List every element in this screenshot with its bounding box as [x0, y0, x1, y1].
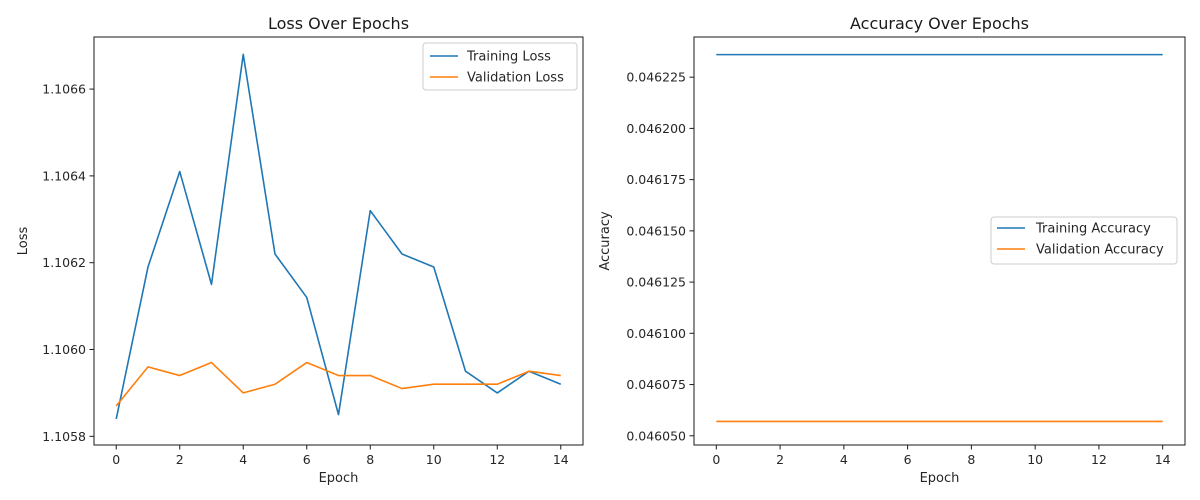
accuracy-chart-legend: Training Accuracy Validation Accuracy: [990, 216, 1178, 265]
accuracy-y-tick-label: 0.046075: [626, 377, 686, 392]
loss-chart-y-axis-label: Loss: [16, 227, 31, 256]
accuracy-chart-x-axis-label: Epoch: [920, 471, 960, 486]
loss-y-tick-label: 1.1058: [42, 429, 86, 444]
loss-chart-x-axis-label: Epoch: [319, 471, 359, 486]
training-loss-line: [115, 53, 562, 420]
accuracy-y-tick-label: 0.046125: [626, 275, 686, 290]
accuracy-chart-title: Accuracy Over Epochs: [850, 14, 1029, 33]
loss-x-tick-label: 10: [426, 452, 442, 467]
validation-loss-line: [115, 361, 561, 407]
accuracy-x-tick-label: 0: [712, 452, 720, 467]
loss-x-tick-label: 8: [366, 452, 374, 467]
accuracy-x-tick-label: 10: [1027, 452, 1043, 467]
accuracy-legend-label-training: Training Accuracy: [1035, 222, 1151, 237]
loss-x-tick-label: 6: [303, 452, 311, 467]
loss-chart-axes-frame: [93, 36, 584, 446]
accuracy-chart: Accuracy Over Epochs Epoch Accuracy 0 2 4 6…: [598, 14, 1186, 486]
loss-x-tick-label: 4: [239, 452, 247, 467]
loss-legend-label-validation: Validation Loss: [467, 71, 564, 86]
loss-chart-ticks: 0 2 4 6 8 10 12 14 1.1058 1.1060 1.1062 1.1064 1.106…: [42, 82, 569, 467]
accuracy-chart-lines: [716, 53, 1163, 423]
accuracy-x-tick-label: 4: [840, 452, 848, 467]
accuracy-chart-axes-frame: [693, 36, 1186, 446]
accuracy-x-tick-label: 6: [904, 452, 912, 467]
loss-y-tick-label: 1.1062: [42, 255, 86, 270]
loss-chart-legend: Training Loss Validation Loss: [422, 42, 578, 91]
accuracy-y-tick-label: 0.046050: [626, 428, 686, 443]
accuracy-legend-box: [990, 216, 1178, 265]
loss-chart: Loss Over Epochs Epoch Loss 0 2 4 6 8 10 12 14 1…: [16, 14, 584, 486]
loss-chart-title: Loss Over Epochs: [268, 14, 409, 33]
accuracy-y-tick-label: 0.046150: [626, 223, 686, 238]
loss-y-tick-label: 1.1060: [42, 342, 86, 357]
accuracy-y-tick-label: 0.046175: [626, 172, 686, 187]
loss-y-tick-label: 1.1066: [42, 82, 86, 97]
accuracy-x-tick-label: 2: [776, 452, 784, 467]
accuracy-x-tick-label: 14: [1155, 452, 1171, 467]
loss-x-tick-label: 2: [176, 452, 184, 467]
loss-chart-lines: [115, 53, 562, 420]
accuracy-chart-y-axis-label: Accuracy: [598, 211, 613, 271]
accuracy-x-tick-label: 8: [967, 452, 975, 467]
accuracy-x-tick-label: 12: [1091, 452, 1107, 467]
accuracy-chart-ticks: 0 2 4 6 8 10 12 14 0.046050 0.046075 0.046100 0.046…: [626, 70, 1170, 467]
accuracy-y-tick-label: 0.046200: [626, 121, 686, 136]
loss-x-tick-label: 14: [553, 452, 569, 467]
accuracy-legend-label-validation: Validation Accuracy: [1036, 243, 1164, 258]
loss-legend-label-training: Training Loss: [466, 50, 551, 65]
loss-legend-box: [422, 42, 578, 91]
accuracy-y-tick-label: 0.046100: [626, 326, 686, 341]
loss-y-tick-label: 1.1064: [42, 168, 86, 183]
accuracy-y-tick-label: 0.046225: [626, 70, 686, 85]
loss-x-tick-label: 12: [489, 452, 505, 467]
loss-x-tick-label: 0: [112, 452, 120, 467]
